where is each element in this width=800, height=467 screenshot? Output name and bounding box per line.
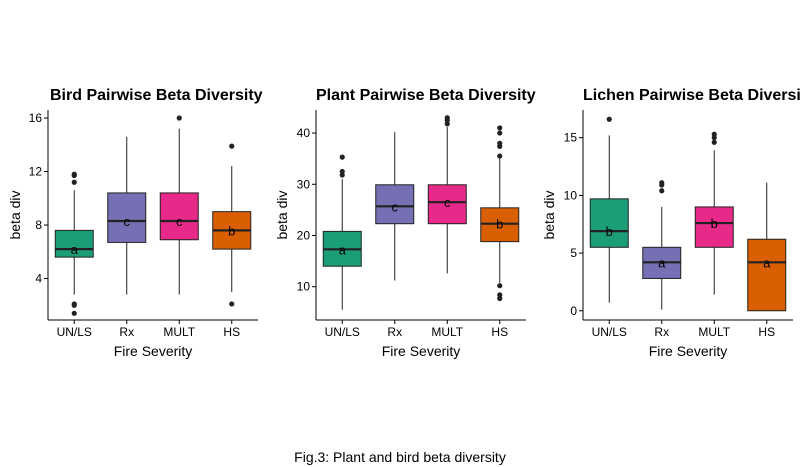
- box-un-ls: a: [54, 171, 94, 316]
- outlier-point: [339, 168, 345, 175]
- y-tick-label: 12: [29, 165, 43, 179]
- y-tick-label: 10: [297, 280, 311, 294]
- x-tick-label: Rx: [119, 325, 134, 339]
- outlier-point: [229, 143, 235, 149]
- box-mult: b: [694, 131, 734, 295]
- x-tick-label: HS: [758, 325, 775, 339]
- x-tick-label: Rx: [654, 325, 669, 339]
- y-axis-title: beta div: [7, 190, 23, 239]
- y-tick-label: 8: [35, 218, 42, 232]
- x-axis-title: Fire Severity: [382, 343, 461, 359]
- box-body: [427, 184, 467, 225]
- box-rx: a: [642, 180, 682, 310]
- significance-letter: b: [228, 223, 235, 238]
- outlier-point: [71, 172, 77, 179]
- significance-letter: b: [496, 217, 503, 232]
- outlier-point: [176, 115, 182, 121]
- x-axis-title: Fire Severity: [649, 343, 728, 359]
- significance-letter: c: [444, 195, 451, 210]
- box-un-ls: b: [589, 116, 629, 303]
- x-tick-label: HS: [491, 325, 508, 339]
- outlier-point: [497, 283, 503, 289]
- outlier-point: [444, 121, 450, 127]
- x-tick-label: HS: [223, 325, 240, 339]
- significance-letter: a: [658, 255, 666, 270]
- y-tick-label: 5: [570, 246, 577, 260]
- figure-caption: Fig.3: Plant and bird beta diversity: [294, 449, 506, 465]
- outlier-point: [497, 143, 503, 149]
- bird-panel: Bird Pairwise Beta Diversity 4 8 12 16 UN/LS R…: [7, 87, 263, 359]
- significance-letter: c: [392, 199, 399, 214]
- box-rx: c: [375, 132, 415, 281]
- outlier-point: [606, 116, 612, 122]
- significance-letter: a: [339, 242, 347, 257]
- y-tick-label: 16: [29, 111, 43, 125]
- panel-title: Lichen Pairwise Beta Diversity: [583, 87, 800, 104]
- outlier-point: [659, 188, 665, 194]
- outlier-point: [444, 117, 450, 123]
- box-body: [54, 229, 94, 258]
- x-tick-label: UN/LS: [592, 325, 627, 339]
- x-tick-label: MULT: [698, 325, 730, 339]
- outlier-point: [497, 292, 503, 298]
- y-tick-label: 20: [297, 228, 311, 242]
- outlier-point: [711, 135, 717, 141]
- box-body: [107, 192, 147, 243]
- box-un-ls: a: [322, 154, 362, 310]
- outlier-point: [71, 302, 77, 308]
- box-body: [694, 206, 734, 248]
- box-hs: b: [480, 125, 520, 302]
- y-tick-label: 40: [297, 126, 311, 140]
- outlier-point: [497, 153, 503, 159]
- outlier-point: [497, 130, 503, 136]
- outlier-point: [71, 310, 77, 316]
- outlier-point: [339, 172, 345, 178]
- box-body: [589, 198, 629, 248]
- outlier-point: [497, 125, 503, 131]
- significance-letter: c: [176, 214, 183, 229]
- outlier-point: [229, 301, 235, 307]
- outlier-point: [659, 182, 665, 188]
- y-axis-title: beta div: [541, 190, 557, 239]
- significance-letter: b: [711, 216, 718, 231]
- y-tick-label: 4: [35, 272, 42, 286]
- y-tick-label: 10: [564, 188, 578, 202]
- lichen-panel: Lichen Pairwise Beta Diversity 0 5 10 15 UN/L…: [541, 87, 800, 359]
- x-axis-title: Fire Severity: [114, 343, 193, 359]
- plant-panel: Plant Pairwise Beta Diversity 10 20 30 40 UN/…: [274, 87, 536, 359]
- box-body: [747, 238, 787, 312]
- panel-title: Plant Pairwise Beta Diversity: [316, 87, 536, 104]
- box-hs: a: [747, 182, 787, 312]
- outlier-point: [497, 295, 503, 302]
- box-mult: c: [159, 115, 199, 295]
- box-rx: c: [107, 136, 147, 295]
- box-mult: c: [427, 115, 467, 274]
- x-tick-label: MULT: [163, 325, 195, 339]
- x-tick-label: UN/LS: [57, 325, 92, 339]
- box-hs: b: [212, 143, 252, 307]
- y-tick-label: 30: [297, 177, 311, 191]
- x-tick-label: UN/LS: [325, 325, 360, 339]
- outlier-point: [711, 139, 717, 145]
- x-tick-label: MULT: [431, 325, 463, 339]
- significance-letter: c: [124, 214, 131, 229]
- panel-title: Bird Pairwise Beta Diversity: [50, 87, 263, 104]
- outlier-point: [71, 179, 77, 185]
- significance-letter: a: [763, 255, 771, 270]
- x-tick-label: Rx: [387, 325, 402, 339]
- box-body: [375, 184, 415, 225]
- outlier-point: [339, 154, 345, 160]
- y-tick-label: 15: [564, 131, 578, 145]
- significance-letter: a: [71, 242, 79, 257]
- significance-letter: b: [606, 224, 613, 239]
- y-tick-label: 0: [570, 304, 577, 318]
- box-body: [159, 192, 199, 241]
- y-axis-title: beta div: [274, 190, 290, 239]
